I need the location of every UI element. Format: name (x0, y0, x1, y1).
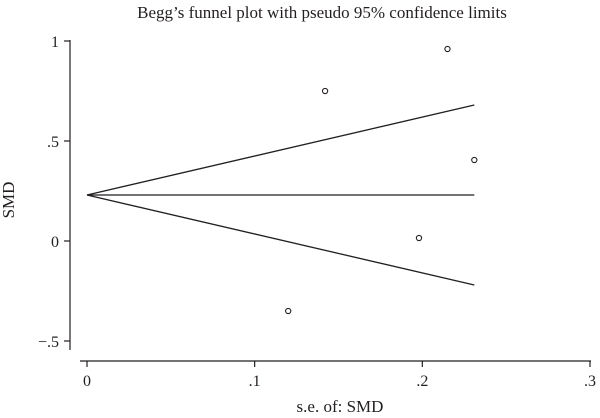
lower-confidence-limit (86, 194, 475, 286)
confidence-limits (86, 104, 475, 286)
x-axis-title: s.e. of: SMD (297, 397, 384, 416)
study-point-3 (415, 234, 423, 242)
y-tick-label-3: 1 (51, 34, 59, 51)
y-tick-label-2: .5 (47, 134, 59, 151)
x-tick-label-0: 0 (83, 373, 91, 390)
x-tick-label-3: .3 (584, 373, 596, 390)
ticks: −.5 0 .5 1 0 .1 .2 .3 (38, 34, 596, 390)
study-point-1 (444, 45, 451, 53)
study-point-2 (471, 156, 478, 164)
y-tick-label-1: 0 (51, 234, 59, 251)
upper-confidence-limit (86, 104, 475, 196)
study-points (285, 45, 478, 315)
x-tick-label-2: .2 (416, 373, 428, 390)
chart-title: Begg’s funnel plot with pseudo 95% confi… (137, 3, 507, 22)
y-tick-label-0: −.5 (38, 334, 59, 351)
x-tick-label-1: .1 (249, 373, 261, 390)
study-point-4 (285, 307, 292, 315)
y-axis-title: SMD (0, 182, 18, 219)
study-point-0 (321, 87, 329, 95)
